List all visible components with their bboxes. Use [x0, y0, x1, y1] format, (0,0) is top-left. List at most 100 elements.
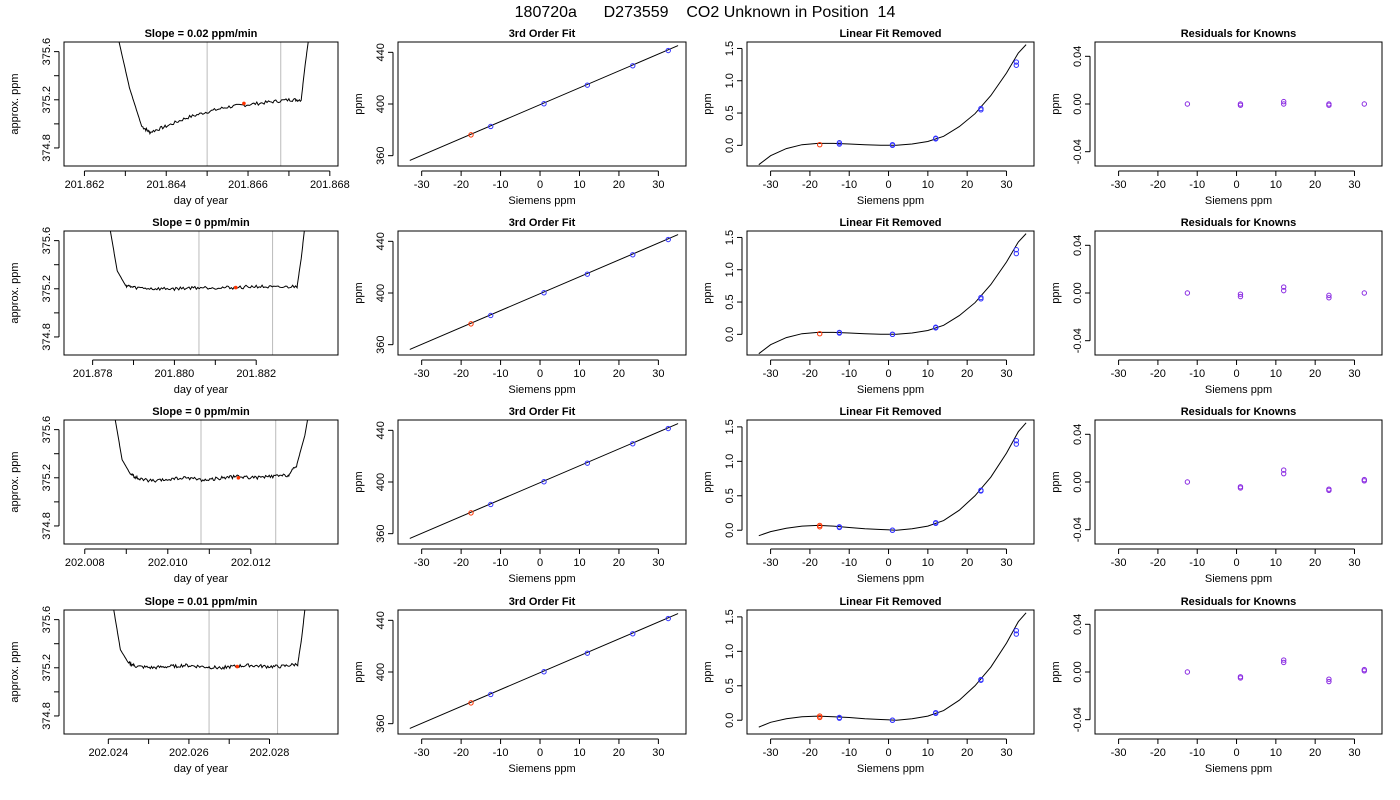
x-axis-label: day of year — [174, 384, 229, 396]
y-tick-label: 374.8 — [41, 512, 53, 540]
residual-point — [1184, 479, 1191, 485]
y-tick-label: 375.6 — [41, 227, 53, 255]
panel-residuals-row2: Residuals for Knowns -30 -20 -10 0 10 20 30 Siem… — [1050, 217, 1383, 396]
known-standard-point — [933, 324, 939, 330]
unknown-sample-point — [468, 132, 474, 138]
y-tick-label: 375.6 — [41, 606, 53, 634]
y-tick-label: 0.5 — [724, 488, 736, 503]
y-tick-label: 1.0 — [724, 644, 736, 659]
fit-curve — [758, 612, 1027, 728]
x-tick-label: 30 — [1000, 557, 1012, 569]
residual-point — [1281, 101, 1287, 107]
residual-point — [1281, 284, 1287, 290]
known-standard-point — [630, 441, 636, 447]
x-axis-label: Siemens ppm — [1205, 573, 1272, 585]
x-tick-label: -30 — [763, 179, 779, 191]
y-tick-label: 1.0 — [724, 262, 736, 277]
x-axis-label: day of year — [174, 573, 229, 585]
x-tick-label: 201.864 — [146, 179, 186, 191]
panel-title: Linear Fit Removed — [839, 596, 941, 608]
x-tick-label: 30 — [652, 557, 664, 569]
panel-timeseries-row3: Slope = 0 ppm/min 202.008 202.010 202.012da… — [9, 406, 339, 585]
residual-point — [1326, 487, 1332, 494]
plot-frame — [746, 41, 1035, 167]
x-tick-label: 0 — [537, 557, 543, 569]
x-tick-label: -20 — [453, 179, 469, 191]
x-tick-label: 0 — [885, 179, 891, 191]
y-tick-label: 0.00 — [1072, 282, 1084, 303]
x-tick-label: 30 — [652, 179, 664, 191]
y-tick-label: 440 — [375, 611, 387, 629]
y-axis-label: approx. ppm — [9, 73, 21, 134]
x-tick-label: -20 — [802, 179, 818, 191]
x-tick-label: 0 — [1233, 747, 1239, 759]
panel-title: Linear Fit Removed — [839, 28, 941, 40]
known-standard-point — [889, 141, 896, 148]
known-standard-point — [1013, 441, 1020, 447]
x-tick-label: 201.868 — [310, 179, 350, 191]
known-standard-point — [665, 236, 671, 243]
y-axis-label: ppm — [353, 282, 365, 303]
y-axis-label: approx. ppm — [9, 451, 21, 512]
y-tick-label: 1.5 — [724, 419, 736, 434]
x-tick-label: -30 — [1111, 368, 1127, 380]
unknown-sample-point — [468, 700, 474, 706]
plot-data — [409, 45, 679, 161]
x-tick-label: 201.862 — [65, 179, 105, 191]
residual-point — [1184, 101, 1191, 107]
plot-data — [1184, 657, 1368, 685]
known-standard-point — [1013, 627, 1020, 634]
panel-title: Linear Fit Removed — [839, 406, 941, 418]
selected-sample-point — [235, 664, 240, 669]
unknown-sample-point — [817, 330, 823, 337]
x-tick-label: 0 — [885, 747, 891, 759]
panel-title: Residuals for Knowns — [1181, 217, 1297, 229]
plot-data — [1184, 284, 1368, 301]
known-standard-point — [665, 615, 671, 622]
known-standard-point — [889, 527, 896, 533]
panel-linear_removed-row1: Linear Fit Removed -30 -20 -10 0 10 20 30 Siemen… — [702, 28, 1035, 207]
x-tick-label: 0 — [537, 747, 543, 759]
plot-data — [409, 613, 679, 729]
x-tick-label: 0 — [537, 368, 543, 380]
co2-trace-line — [113, 610, 306, 670]
plot-frame — [1094, 609, 1383, 735]
x-tick-label: -10 — [841, 557, 857, 569]
x-tick-label: -20 — [1150, 557, 1166, 569]
panel-timeseries-row1: Slope = 0.02 ppm/min 201.862 201.864 201.86… — [9, 28, 350, 207]
residual-point — [1326, 295, 1332, 301]
plot-data — [758, 422, 1027, 537]
plot-data — [758, 612, 1027, 728]
plot-frame — [397, 230, 687, 356]
y-axis-label: approx. ppm — [9, 641, 21, 702]
y-tick-label: 374.8 — [41, 702, 53, 730]
fit-curve — [758, 233, 1027, 355]
panel-title: 3rd Order Fit — [509, 406, 576, 418]
known-standard-point — [1013, 631, 1020, 637]
residual-point — [1281, 467, 1287, 473]
plot-data — [109, 231, 305, 355]
y-tick-label: 0.5 — [724, 678, 736, 693]
y-tick-label: 360 — [375, 146, 387, 164]
y-axis-label: approx. ppm — [9, 262, 21, 323]
known-standard-point — [541, 101, 547, 107]
panel-title: Slope = 0 ppm/min — [152, 406, 250, 418]
x-tick-label: -30 — [763, 557, 779, 569]
x-tick-label: 10 — [1270, 179, 1282, 191]
selected-sample-point — [242, 101, 246, 106]
unknown-sample-point — [468, 510, 474, 516]
fit-curve — [409, 613, 679, 729]
y-tick-label: 1.5 — [724, 609, 736, 624]
known-standard-point — [665, 47, 671, 54]
x-axis-label: Siemens ppm — [1205, 195, 1272, 207]
x-tick-label: 10 — [922, 368, 934, 380]
plot-frame — [1094, 230, 1383, 356]
known-standard-point — [933, 135, 939, 141]
known-standard-point — [1013, 62, 1020, 68]
x-tick-label: -30 — [763, 747, 779, 759]
y-tick-label: 374.8 — [41, 134, 53, 162]
x-tick-label: -30 — [1111, 747, 1127, 759]
co2-trace-line — [118, 42, 309, 135]
plot-data — [1184, 98, 1368, 108]
